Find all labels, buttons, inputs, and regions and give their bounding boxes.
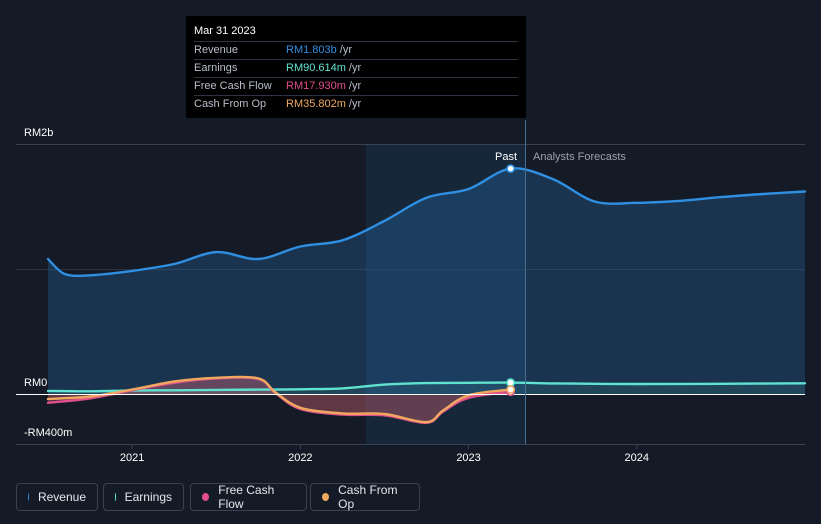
revenue-marker xyxy=(506,164,516,174)
legend-label: Revenue xyxy=(37,490,86,504)
y-tick-label-0: RM0 xyxy=(24,377,47,389)
tooltip-row-cash-from-op: Cash From Op RM35.802m /yr xyxy=(194,95,518,113)
forecast-label: Analysts Forecasts xyxy=(533,151,626,163)
tooltip-row-free-cash-flow: Free Cash Flow RM17.930m /yr xyxy=(194,77,518,95)
tooltip-unit: /yr xyxy=(348,62,362,74)
cash-from-op-dot-icon xyxy=(322,493,330,501)
x-tick-label: 2024 xyxy=(625,452,649,464)
free-cash-flow-area xyxy=(48,377,511,423)
past-label: Past xyxy=(495,151,517,163)
x-tick-label: 2021 xyxy=(120,452,144,464)
cash-from-op-marker xyxy=(506,385,516,394)
legend-free-cash-flow[interactable]: Free Cash Flow xyxy=(190,483,307,511)
y-tick-label-2b: RM2b xyxy=(24,127,53,139)
tooltip-row-earnings: Earnings RM90.614m /yr xyxy=(194,59,518,77)
tooltip-value: RM17.930m xyxy=(286,80,346,92)
tooltip-value: RM90.614m xyxy=(286,62,346,74)
tooltip-unit: /yr xyxy=(348,80,362,92)
legend-cash-from-op[interactable]: Cash From Op xyxy=(310,483,420,511)
tooltip-date: Mar 31 2023 xyxy=(194,25,256,37)
cash-from-op-line xyxy=(46,375,512,424)
legend-earnings[interactable]: Earnings xyxy=(103,483,184,511)
tooltip-label: Earnings xyxy=(194,62,238,74)
legend-label: Earnings xyxy=(124,490,172,504)
earnings-area xyxy=(48,382,805,394)
revenue-dot-icon xyxy=(28,493,29,501)
earnings-dot-icon xyxy=(115,493,116,501)
y-tick-label-neg400m: -RM400m xyxy=(24,427,72,439)
tooltip-label: Revenue xyxy=(194,44,239,56)
cash-from-op-area xyxy=(48,376,511,423)
tooltip-label: Cash From Op xyxy=(194,98,267,110)
tooltip-row-revenue: Revenue RM1.803b /yr xyxy=(194,41,518,59)
free-cash-flow-dot-icon xyxy=(202,493,210,501)
tooltip-label: Free Cash Flow xyxy=(194,80,272,92)
tooltip: Mar 31 2023 Revenue RM1.803b /yr Earning… xyxy=(186,16,526,118)
legend-revenue[interactable]: Revenue xyxy=(16,483,98,511)
revenue-area xyxy=(48,168,805,394)
revenue-line xyxy=(46,167,807,278)
legend-label: Free Cash Flow xyxy=(218,483,275,511)
earnings-line xyxy=(46,381,807,393)
tooltip-unit: /yr xyxy=(339,44,352,56)
tooltip-value: RM1.803b xyxy=(286,44,337,56)
legend-label: Cash From Op xyxy=(338,483,398,511)
tooltip-value: RM35.802m xyxy=(286,98,346,110)
tooltip-unit: /yr xyxy=(348,98,362,110)
x-tick-label: 2023 xyxy=(456,452,480,464)
x-tick-label: 2022 xyxy=(288,452,312,464)
